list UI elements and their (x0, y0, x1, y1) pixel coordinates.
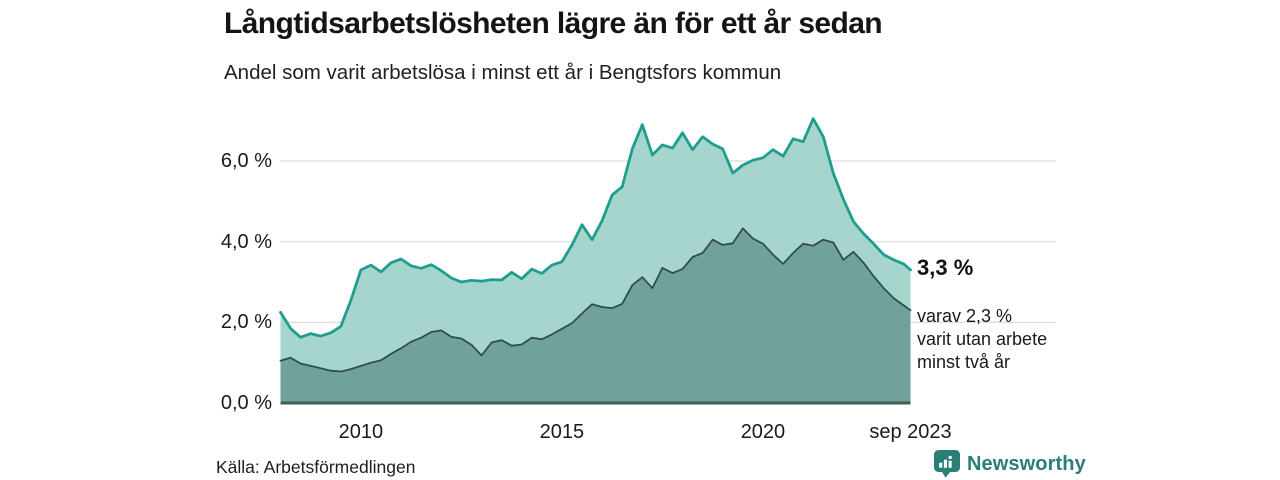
end-value-detail: varav 2,3 % varit utan arbete minst två … (917, 305, 1047, 374)
newsworthy-logo: Newsworthy (934, 450, 1086, 478)
y-tick-label: 2,0 % (220, 311, 272, 334)
y-tick-label: 4,0 % (220, 230, 272, 253)
x-tick-label: 2015 (539, 421, 585, 443)
detail-line: varit utan arbete (917, 329, 1048, 349)
newsworthy-bubble-chart-icon (934, 450, 960, 478)
detail-line: minst två år (917, 352, 1011, 372)
y-tick-label: 0,0 % (220, 392, 272, 414)
page-title: Långtidsarbetslösheten lägre än för ett … (224, 7, 883, 40)
detail-line: varav 2,3 % (917, 306, 1013, 326)
chart-subtitle: Andel som varit arbetslösa i minst ett å… (224, 61, 782, 84)
source-note: Källa: Arbetsförmedlingen (216, 457, 416, 477)
x-tick-label: sep 2023 (869, 421, 952, 443)
end-value-label: 3,3 % (917, 255, 974, 280)
x-tick-label: 2010 (338, 421, 384, 443)
x-tick-label: 2020 (740, 421, 786, 443)
brand-name: Newsworthy (967, 452, 1086, 475)
y-tick-label: 6,0 % (220, 150, 272, 173)
